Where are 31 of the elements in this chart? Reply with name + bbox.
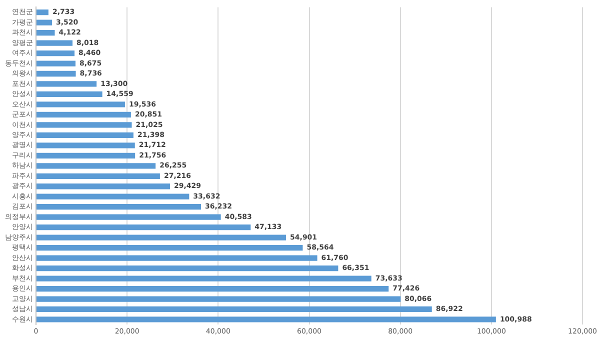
bar [36,20,52,26]
bar [36,244,303,251]
bar [36,255,318,261]
bar [36,265,338,272]
bar [36,112,131,118]
bar [36,81,97,87]
bar [36,163,156,169]
bar [36,234,286,240]
bar [36,184,170,190]
bar [36,132,134,138]
bar [36,316,496,322]
bar [36,173,160,179]
bar [36,30,55,36]
bar [36,296,401,302]
bar [36,50,75,56]
bar [36,10,48,16]
bar [36,214,221,220]
bar [36,194,190,200]
bar [36,152,136,158]
bar [36,286,389,292]
bar [36,142,135,148]
bar [36,102,125,108]
bar [36,40,73,46]
bar [36,204,202,210]
bar [36,60,76,66]
bar [36,70,76,77]
bar [36,122,132,128]
bar [36,91,102,98]
bar [36,306,432,312]
bar [36,224,251,230]
bar [36,276,372,282]
